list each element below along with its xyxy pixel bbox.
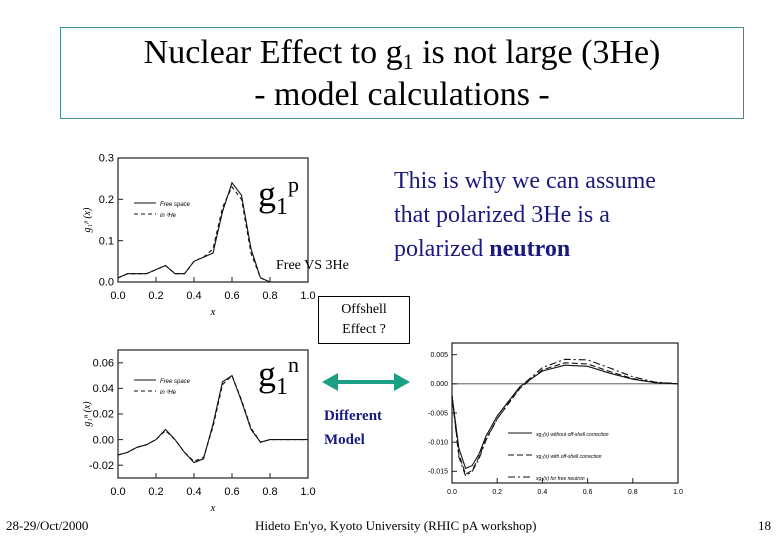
x-tick-label: 0.0 — [110, 290, 125, 302]
title-line-1: Nuclear Effect to g1 is not large (3He) — [143, 34, 661, 74]
x-tick-label: 0.0 — [447, 489, 457, 496]
legend-entry: xg₂(x) without off-shell correction — [535, 432, 609, 438]
y-tick-label: -0.010 — [428, 440, 448, 447]
x-tick-label: 1.0 — [300, 486, 315, 498]
x-tick-label: 0.8 — [628, 489, 638, 496]
series-line — [451, 358, 679, 477]
series-line — [451, 362, 679, 476]
legend-entry: Free space — [160, 379, 191, 385]
plot-frame — [451, 342, 679, 484]
x-tick-label: 0.2 — [148, 290, 163, 302]
y-tick-label: 0.2 — [99, 194, 114, 206]
y-axis-label: g₁ⁿ (x) — [82, 401, 93, 427]
double-arrow-icon — [322, 373, 410, 391]
legend-entry: Free space — [160, 202, 191, 208]
y-tick-label: 0.005 — [430, 352, 448, 359]
y-axis-label: g₁ᵖ (x) — [82, 207, 93, 233]
explanation-note: This is why we can assume that polarized… — [394, 168, 656, 262]
series-line — [451, 364, 679, 470]
footer-date: 28-29/Oct/2000 — [6, 518, 89, 533]
footer-credit: Hideto En'yo, Kyoto University (RHIC pA … — [255, 518, 537, 533]
x-tick-label: 0.6 — [224, 290, 239, 302]
x-tick-label: 0.2 — [148, 486, 163, 498]
x-axis-label: x — [210, 306, 216, 318]
x-tick-label: 0.6 — [224, 486, 239, 498]
x-tick-label: 0.0 — [110, 486, 125, 498]
x-tick-label: 0.4 — [186, 290, 201, 302]
plot-frame — [117, 157, 309, 283]
legend-entry: in ³He — [160, 390, 177, 396]
y-tick-label: 0.04 — [93, 383, 114, 395]
y-tick-label: 0.0 — [99, 277, 114, 289]
y-tick-label: -0.02 — [89, 460, 114, 472]
y-tick-label: 0.06 — [93, 357, 114, 369]
x-tick-label: 0.2 — [492, 489, 502, 496]
y-tick-label: 0.000 — [430, 381, 448, 388]
y-tick-label: 0.02 — [93, 409, 114, 421]
series-line — [117, 185, 308, 283]
x-tick-label: 0.8 — [262, 486, 277, 498]
offshell-effect-box: Offshell Effect ? — [318, 296, 410, 344]
y-tick-label: 0.1 — [99, 235, 114, 247]
x-tick-label: 0.8 — [262, 290, 277, 302]
y-tick-label: 0.3 — [99, 153, 114, 165]
x-axis-label: x — [210, 502, 216, 514]
slide-title: Nuclear Effect to g1 is not large (3He) … — [60, 27, 744, 119]
xg2-plot: 0.0 0.2 0.4 0.6 0.8 1.0 -0.015 -0.010 -0.005 0.00… — [428, 342, 683, 496]
g1n-label: g1n — [258, 352, 299, 400]
title-line-2: - model calculations - — [254, 76, 550, 113]
x-tick-label: 1.0 — [673, 489, 683, 496]
x-tick-label: 0.6 — [583, 489, 593, 496]
free-vs-3he-label: Free VS 3He — [276, 258, 349, 273]
g1n-plot: 0.0 0.2 0.4 0.6 0.8 1.0 -0.02 0.00 0.02 0.04 0.06 x… — [82, 349, 316, 514]
x-tick-label: 0.4 — [186, 486, 201, 498]
legend-entry: xg₂(x) for free neutron — [535, 476, 585, 482]
legend-entry: in ³He — [160, 213, 177, 219]
different-model-label: Different Model — [324, 408, 383, 448]
y-tick-label: 0.00 — [93, 434, 114, 446]
y-tick-label: -0.005 — [428, 410, 448, 417]
x-tick-label: 1.0 — [300, 290, 315, 302]
footer-page-number: 18 — [758, 518, 771, 533]
y-tick-label: -0.015 — [428, 469, 448, 476]
g1p-plot: 0.0 0.2 0.4 0.6 0.8 1.0 0.0 0.1 0.2 0.3 x g₁ᵖ (x) Fr… — [82, 153, 316, 318]
x-tick-label: 0.4 — [538, 489, 548, 496]
g1p-label: g1p — [258, 172, 299, 220]
series-line — [117, 374, 308, 464]
legend-entry: xg₂(x) with off-shell correction — [535, 454, 602, 460]
